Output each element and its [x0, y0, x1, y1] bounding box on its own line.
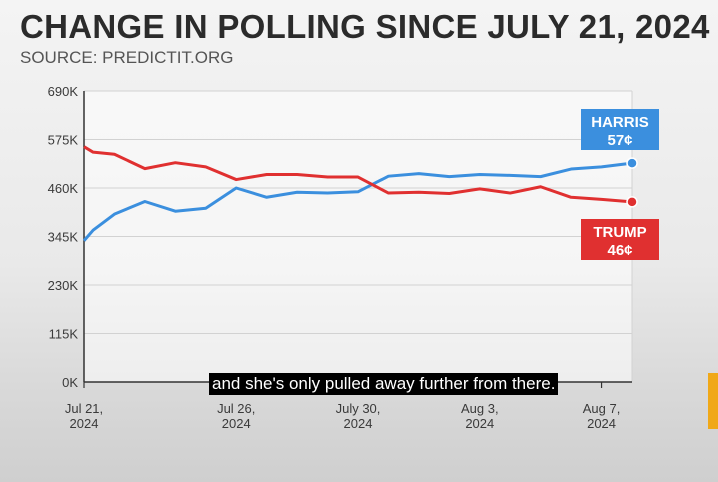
y-tick-label: 230K — [48, 278, 79, 293]
y-tick-label: 345K — [48, 230, 79, 245]
y-tick-label: 460K — [48, 181, 79, 196]
subtitle-caption: and she's only pulled away further from … — [209, 373, 559, 395]
series-name-label: HARRIS — [591, 114, 649, 131]
chart-title: CHANGE IN POLLING SINCE JULY 21, 2024 — [20, 8, 710, 45]
y-tick-label: 115K — [49, 327, 79, 342]
grid-layer — [84, 90, 633, 382]
y-tick-label: 690K — [48, 84, 79, 99]
x-tick-label: Jul 21, 2024 — [65, 401, 103, 431]
series-label-box — [581, 109, 659, 150]
series-value-label: 46¢ — [607, 242, 632, 259]
series-value-label: 57¢ — [607, 132, 632, 149]
axis-layer: 0K 115K 230K 345K 460K 575K 690K Jul 21, 2024 Jul… — [48, 84, 632, 431]
end-marker-harris — [626, 157, 638, 169]
chart-source: SOURCE: PREDICTIT.ORG — [20, 48, 234, 67]
series-line-trump — [83, 145, 633, 204]
series-line-harris — [82, 161, 633, 242]
x-tick-label: July 30, 2024 — [336, 401, 381, 431]
series-layer — [82, 145, 638, 242]
y-tick-label: 0K — [62, 375, 78, 390]
x-tick-label: Jul 26, 2024 — [217, 401, 255, 431]
edge-accent-bar — [708, 373, 718, 429]
series-name-label: TRUMP — [593, 224, 646, 241]
x-tick-label: Aug 7, 2024 — [583, 401, 621, 431]
y-tick-label: 575K — [48, 133, 79, 148]
end-marker-trump — [626, 196, 638, 208]
series-label-box — [581, 219, 659, 260]
x-tick-label: Aug 3, 2024 — [461, 401, 499, 431]
